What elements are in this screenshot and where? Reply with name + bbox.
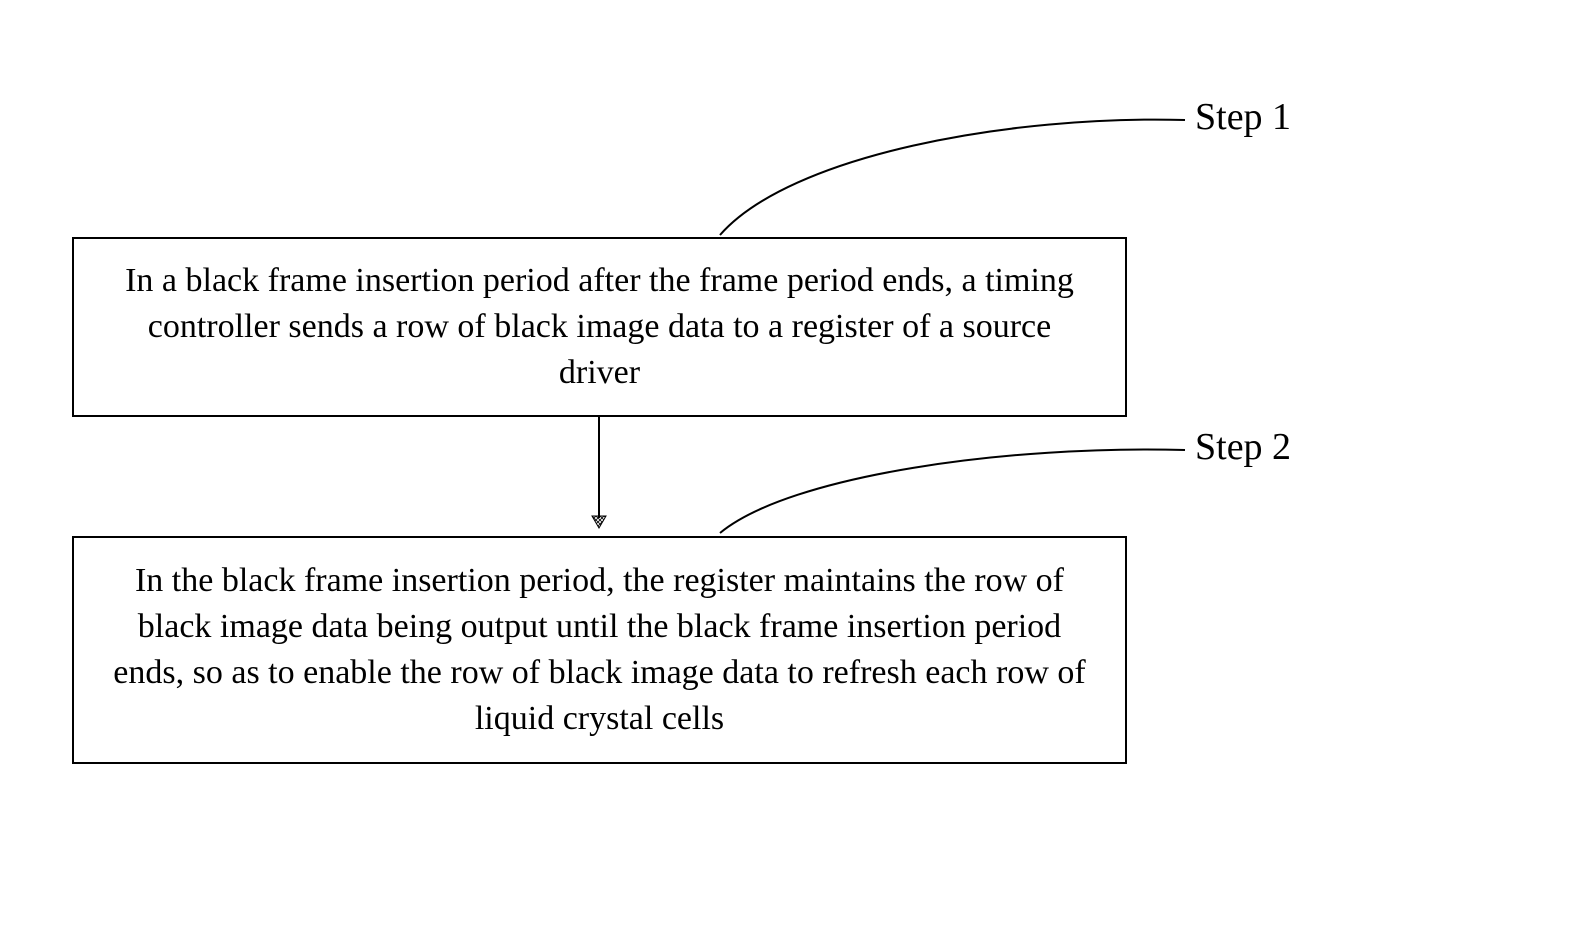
arrow-connector — [0, 0, 1570, 938]
flowchart-container: Step 1 In a black frame insertion period… — [0, 0, 1570, 938]
step-label-2-text: Step 2 — [1195, 426, 1291, 468]
step-label-1: Step 1 — [1195, 95, 1291, 139]
callout-curve-step1 — [0, 0, 1570, 938]
step-box-2: In the black frame insertion period, the… — [72, 536, 1127, 764]
step-label-2: Step 2 — [1195, 425, 1291, 469]
step-label-1-text: Step 1 — [1195, 96, 1291, 138]
step-text-2: In the black frame insertion period, the… — [104, 558, 1095, 742]
step-text-1: In a black frame insertion period after … — [104, 258, 1095, 396]
callout-curve-step2 — [0, 0, 1570, 938]
step-box-1: In a black frame insertion period after … — [72, 237, 1127, 417]
